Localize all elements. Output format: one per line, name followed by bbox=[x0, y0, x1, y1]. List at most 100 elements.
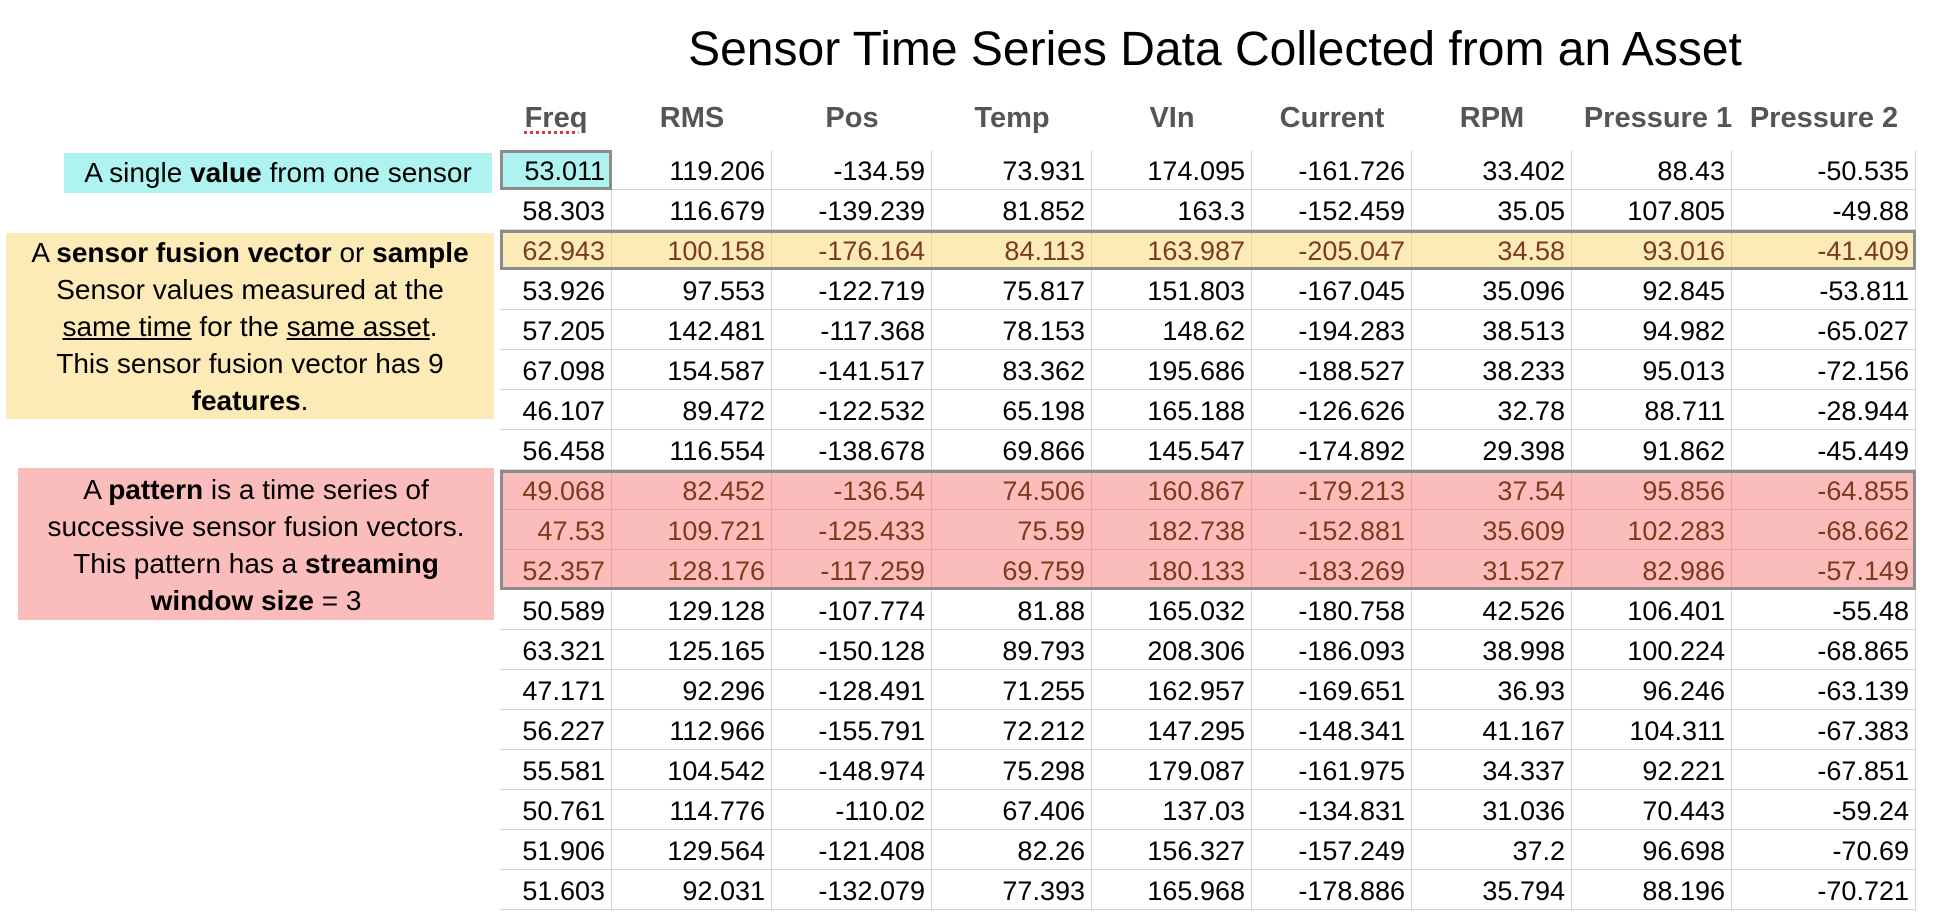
table-cell[interactable]: -53.811 bbox=[1732, 270, 1916, 310]
table-cell[interactable]: 148.62 bbox=[1092, 310, 1252, 350]
table-cell[interactable]: 109.721 bbox=[612, 510, 772, 550]
table-cell[interactable]: 35.609 bbox=[1412, 510, 1572, 550]
table-cell[interactable]: 182.738 bbox=[1092, 510, 1252, 550]
table-cell[interactable]: 179.087 bbox=[1092, 750, 1252, 790]
table-cell[interactable]: 38.513 bbox=[1412, 310, 1572, 350]
table-cell[interactable]: 119.206 bbox=[612, 150, 772, 190]
table-cell[interactable]: -128.491 bbox=[772, 670, 932, 710]
table-cell[interactable]: 41.167 bbox=[1412, 710, 1572, 750]
table-cell[interactable]: -122.532 bbox=[772, 390, 932, 430]
table-cell[interactable]: 58.303 bbox=[500, 190, 612, 230]
table-cell[interactable]: 125.165 bbox=[612, 630, 772, 670]
table-cell[interactable]: 75.59 bbox=[932, 510, 1092, 550]
table-cell[interactable]: 82.26 bbox=[932, 830, 1092, 870]
table-cell[interactable]: -152.459 bbox=[1252, 190, 1412, 230]
table-cell[interactable]: -152.881 bbox=[1252, 510, 1412, 550]
table-cell[interactable]: -180.758 bbox=[1252, 590, 1412, 630]
table-cell[interactable]: -139.239 bbox=[772, 190, 932, 230]
table-cell[interactable]: -176.164 bbox=[772, 230, 932, 270]
table-cell[interactable]: 55.581 bbox=[500, 750, 612, 790]
table-cell[interactable]: -161.975 bbox=[1252, 750, 1412, 790]
table-cell[interactable]: 32.78 bbox=[1412, 390, 1572, 430]
column-header[interactable]: Temp bbox=[932, 94, 1092, 142]
table-cell[interactable]: 57.205 bbox=[500, 310, 612, 350]
table-cell[interactable]: 116.679 bbox=[612, 190, 772, 230]
table-cell[interactable]: 42.526 bbox=[1412, 590, 1572, 630]
column-header[interactable]: Current bbox=[1252, 94, 1412, 142]
table-cell[interactable]: 91.862 bbox=[1572, 430, 1732, 470]
table-cell[interactable]: 73.931 bbox=[932, 150, 1092, 190]
table-cell[interactable]: -64.855 bbox=[1732, 470, 1916, 510]
table-cell[interactable]: 100.224 bbox=[1572, 630, 1732, 670]
table-cell[interactable]: 38.233 bbox=[1412, 350, 1572, 390]
table-cell[interactable]: 95.013 bbox=[1572, 350, 1732, 390]
table-cell[interactable]: 78.153 bbox=[932, 310, 1092, 350]
table-cell[interactable]: 69.759 bbox=[932, 550, 1092, 590]
table-cell[interactable]: 96.246 bbox=[1572, 670, 1732, 710]
table-cell[interactable]: 81.88 bbox=[932, 590, 1092, 630]
table-cell[interactable]: -110.02 bbox=[772, 790, 932, 830]
table-cell[interactable]: -70.69 bbox=[1732, 830, 1916, 870]
table-cell[interactable]: 88.196 bbox=[1572, 870, 1732, 910]
table-cell[interactable]: 92.845 bbox=[1572, 270, 1732, 310]
table-cell[interactable]: 70.443 bbox=[1572, 790, 1732, 830]
table-cell[interactable]: -45.449 bbox=[1732, 430, 1916, 470]
table-cell[interactable]: 37.54 bbox=[1412, 470, 1572, 510]
table-cell[interactable]: 92.031 bbox=[612, 870, 772, 910]
table-cell[interactable]: -72.156 bbox=[1732, 350, 1916, 390]
table-cell[interactable]: 38.998 bbox=[1412, 630, 1572, 670]
column-header[interactable]: Freq bbox=[500, 94, 612, 142]
table-cell[interactable]: -141.517 bbox=[772, 350, 932, 390]
table-cell[interactable]: 34.337 bbox=[1412, 750, 1572, 790]
table-cell[interactable]: -50.535 bbox=[1732, 150, 1916, 190]
table-cell[interactable]: 74.506 bbox=[932, 470, 1092, 510]
table-cell[interactable]: 56.227 bbox=[500, 710, 612, 750]
table-cell[interactable]: 89.793 bbox=[932, 630, 1092, 670]
table-cell[interactable]: 92.221 bbox=[1572, 750, 1732, 790]
table-cell[interactable]: -155.791 bbox=[772, 710, 932, 750]
table-cell[interactable]: -188.527 bbox=[1252, 350, 1412, 390]
table-cell[interactable]: 62.943 bbox=[500, 230, 612, 270]
table-cell[interactable]: 56.458 bbox=[500, 430, 612, 470]
table-cell[interactable]: -67.851 bbox=[1732, 750, 1916, 790]
table-cell[interactable]: 112.966 bbox=[612, 710, 772, 750]
column-header[interactable]: RPM bbox=[1412, 94, 1572, 142]
table-cell[interactable]: 81.852 bbox=[932, 190, 1092, 230]
table-cell[interactable]: 102.283 bbox=[1572, 510, 1732, 550]
column-header[interactable]: Pos bbox=[772, 94, 932, 142]
table-cell[interactable]: 75.298 bbox=[932, 750, 1092, 790]
table-cell[interactable]: -161.726 bbox=[1252, 150, 1412, 190]
column-header[interactable]: VIn bbox=[1092, 94, 1252, 142]
table-cell[interactable]: 49.068 bbox=[500, 470, 612, 510]
table-cell[interactable]: -57.149 bbox=[1732, 550, 1916, 590]
table-cell[interactable]: 174.095 bbox=[1092, 150, 1252, 190]
table-cell[interactable]: 67.098 bbox=[500, 350, 612, 390]
table-cell[interactable]: 147.295 bbox=[1092, 710, 1252, 750]
table-cell[interactable]: 137.03 bbox=[1092, 790, 1252, 830]
table-cell[interactable]: -150.128 bbox=[772, 630, 932, 670]
table-cell[interactable]: 77.393 bbox=[932, 870, 1092, 910]
table-cell[interactable]: 47.171 bbox=[500, 670, 612, 710]
table-cell[interactable]: -134.831 bbox=[1252, 790, 1412, 830]
table-cell[interactable]: 92.296 bbox=[612, 670, 772, 710]
table-cell[interactable]: -65.027 bbox=[1732, 310, 1916, 350]
table-cell[interactable]: 89.472 bbox=[612, 390, 772, 430]
table-cell[interactable]: 116.554 bbox=[612, 430, 772, 470]
table-cell[interactable]: 69.866 bbox=[932, 430, 1092, 470]
table-cell[interactable]: -134.59 bbox=[772, 150, 932, 190]
table-cell[interactable]: -138.678 bbox=[772, 430, 932, 470]
column-header[interactable]: Pressure 2 bbox=[1732, 94, 1916, 142]
table-cell[interactable]: 100.158 bbox=[612, 230, 772, 270]
table-cell[interactable]: -132.079 bbox=[772, 870, 932, 910]
table-cell[interactable]: 72.212 bbox=[932, 710, 1092, 750]
table-cell[interactable]: 65.198 bbox=[932, 390, 1092, 430]
table-cell[interactable]: 83.362 bbox=[932, 350, 1092, 390]
column-header[interactable]: Pressure 1 bbox=[1572, 94, 1744, 142]
table-cell[interactable]: 156.327 bbox=[1092, 830, 1252, 870]
table-cell[interactable]: 31.036 bbox=[1412, 790, 1572, 830]
table-cell[interactable]: 94.982 bbox=[1572, 310, 1732, 350]
table-cell[interactable]: 33.402 bbox=[1412, 150, 1572, 190]
table-cell[interactable]: -167.045 bbox=[1252, 270, 1412, 310]
table-cell[interactable]: 67.406 bbox=[932, 790, 1092, 830]
table-cell[interactable]: 35.05 bbox=[1412, 190, 1572, 230]
